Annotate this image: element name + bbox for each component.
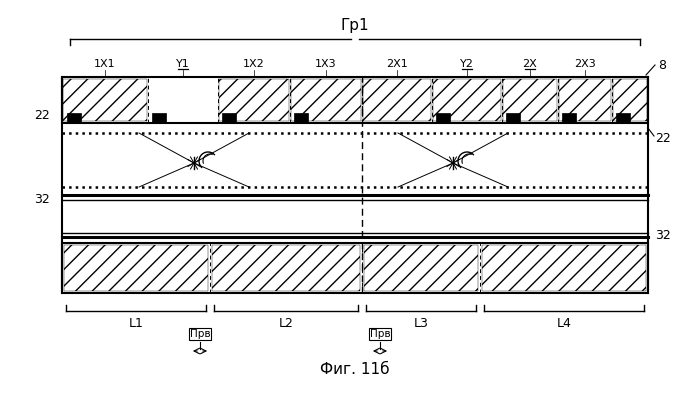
Bar <box>222 113 236 123</box>
Bar <box>294 113 308 123</box>
Bar <box>433 79 501 121</box>
Text: 22: 22 <box>34 109 50 122</box>
Bar <box>212 245 360 291</box>
Text: Гр1: Гр1 <box>341 18 370 33</box>
Text: L2: L2 <box>279 317 293 330</box>
Bar <box>503 79 557 121</box>
Text: Фиг. 11б: Фиг. 11б <box>320 362 390 377</box>
Text: L3: L3 <box>414 317 428 330</box>
Text: Y1: Y1 <box>176 59 190 69</box>
Bar <box>291 79 361 121</box>
Text: 2X1: 2X1 <box>386 59 408 69</box>
Text: 32: 32 <box>34 192 50 205</box>
Bar <box>559 79 611 121</box>
Bar <box>616 113 630 123</box>
Text: 1X3: 1X3 <box>315 59 337 69</box>
Bar <box>364 245 478 291</box>
Text: Прв: Прв <box>370 329 391 339</box>
Bar <box>62 77 648 123</box>
Text: 2X: 2X <box>523 59 538 69</box>
Bar <box>62 243 648 293</box>
Text: Прв: Прв <box>190 329 210 339</box>
Bar <box>363 79 431 121</box>
Text: L1: L1 <box>129 317 144 330</box>
Text: 8: 8 <box>658 58 666 71</box>
Text: 2X3: 2X3 <box>574 59 596 69</box>
Text: 1X1: 1X1 <box>94 59 116 69</box>
Bar <box>63 79 147 121</box>
Bar <box>67 113 81 123</box>
Text: 22: 22 <box>655 132 671 145</box>
Bar <box>436 113 450 123</box>
Bar <box>613 79 647 121</box>
Text: 32: 32 <box>655 228 671 241</box>
Bar <box>64 245 208 291</box>
Text: Y2: Y2 <box>460 59 474 69</box>
Text: 1X2: 1X2 <box>243 59 265 69</box>
Text: L4: L4 <box>556 317 571 330</box>
Bar <box>219 79 289 121</box>
Bar <box>482 245 646 291</box>
Bar <box>562 113 576 123</box>
Bar <box>506 113 520 123</box>
Bar <box>152 113 166 123</box>
